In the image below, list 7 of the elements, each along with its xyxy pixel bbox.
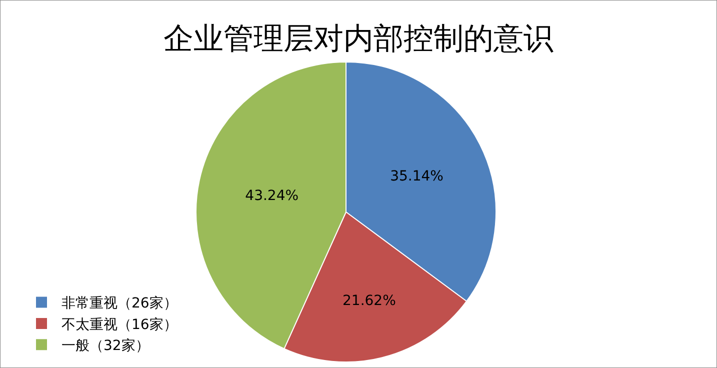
legend-label: 非常重视（26家） xyxy=(62,296,178,312)
data-label: 35.14% xyxy=(390,168,444,184)
data-label: 21.62% xyxy=(342,293,396,310)
data-label: 43.24% xyxy=(245,188,299,204)
legend-label: 不太重视（16家） xyxy=(62,316,178,333)
legend-label: 一般（32家） xyxy=(62,338,150,354)
chart-title: 企业管理层对内部控制的意识 xyxy=(164,22,554,56)
